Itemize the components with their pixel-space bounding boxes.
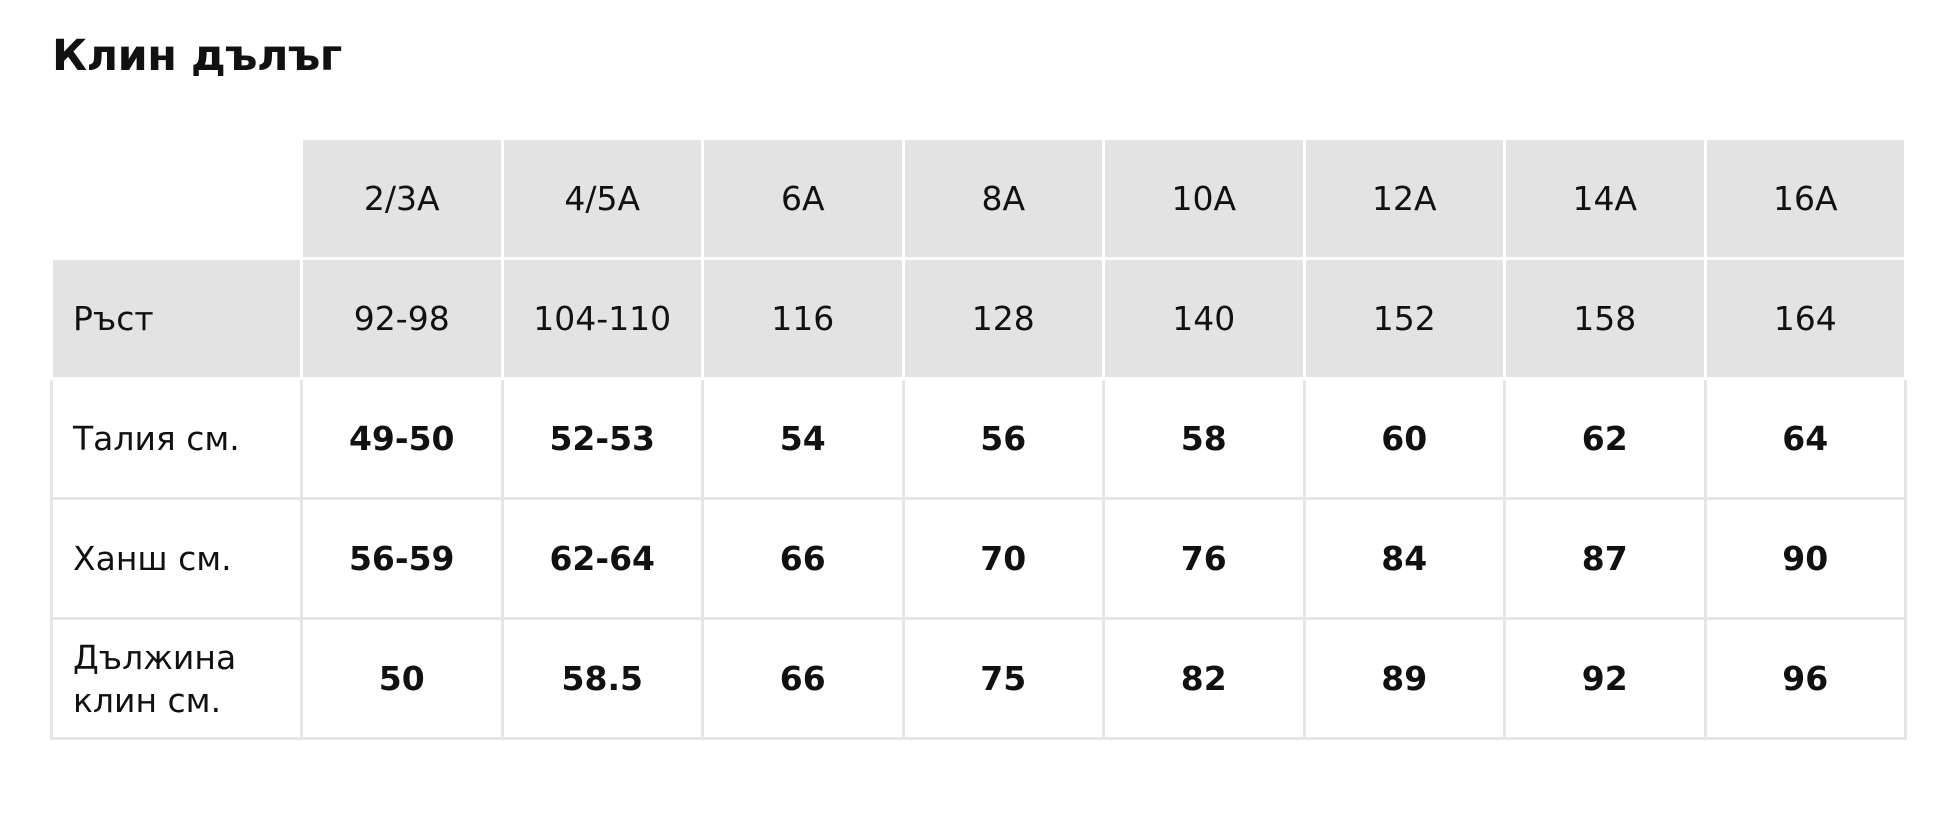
height-cell: 140 <box>1102 257 1306 380</box>
size-header-cell: 16A <box>1703 137 1907 260</box>
page-title: Клин дълъг <box>52 31 342 81</box>
value-cell: 90 <box>1703 497 1907 620</box>
value-cell: 82 <box>1102 617 1306 740</box>
size-header-cell: 10A <box>1102 137 1306 260</box>
height-cell: 92-98 <box>300 257 504 380</box>
value-cell: 64 <box>1703 377 1907 500</box>
value-cell: 96 <box>1703 617 1907 740</box>
height-cell: 164 <box>1703 257 1907 380</box>
row-label-length: Дължина клин см. <box>50 617 303 740</box>
corner-cell <box>51 138 302 259</box>
row-label-line: Дължина <box>73 637 237 677</box>
size-header-cell: 8A <box>901 137 1105 260</box>
value-cell: 58.5 <box>500 617 704 740</box>
value-cell: 84 <box>1302 497 1506 620</box>
table-row: Ханш см. 56-59 62-64 66 70 76 84 87 90 <box>50 497 1907 620</box>
value-cell: 52-53 <box>500 377 704 500</box>
row-label-hips: Ханш см. <box>50 497 303 620</box>
value-cell: 89 <box>1302 617 1506 740</box>
height-cell: 152 <box>1302 257 1506 380</box>
size-header-cell: 14A <box>1503 137 1707 260</box>
value-cell: 62-64 <box>500 497 704 620</box>
row-label-waist: Талия см. <box>50 377 303 500</box>
value-cell: 58 <box>1102 377 1306 500</box>
size-header-cell: 2/3A <box>300 137 504 260</box>
value-cell: 56 <box>901 377 1105 500</box>
value-cell: 56-59 <box>300 497 504 620</box>
table-row: Талия см. 49-50 52-53 54 56 58 60 62 64 <box>50 377 1907 500</box>
height-cell: 116 <box>701 257 905 380</box>
height-cell: 158 <box>1503 257 1707 380</box>
size-header-cell: 4/5A <box>500 137 704 260</box>
size-header-cell: 12A <box>1302 137 1506 260</box>
value-cell: 70 <box>901 497 1105 620</box>
row-label-height: Ръст <box>50 257 303 380</box>
row-label-line: Ханш см. <box>73 539 232 578</box>
value-cell: 92 <box>1503 617 1707 740</box>
value-cell: 87 <box>1503 497 1707 620</box>
size-header-row: 2/3A 4/5A 6A 8A 10A 12A 14A 16A <box>51 137 1907 260</box>
value-cell: 66 <box>701 617 905 740</box>
size-header-cell: 6A <box>701 137 905 260</box>
table-row: Дължина клин см. 50 58.5 66 75 82 89 92 9… <box>50 617 1907 740</box>
height-cell: 104-110 <box>500 257 704 380</box>
value-cell: 66 <box>701 497 905 620</box>
value-cell: 75 <box>901 617 1105 740</box>
height-row: Ръст 92-98 104-110 116 128 140 152 158 1… <box>50 257 1907 380</box>
value-cell: 60 <box>1302 377 1506 500</box>
value-cell: 54 <box>701 377 905 500</box>
height-cell: 128 <box>901 257 1105 380</box>
row-label-line: клин см. <box>73 680 222 720</box>
row-label-line: Талия см. <box>73 419 240 458</box>
value-cell: 76 <box>1102 497 1306 620</box>
value-cell: 49-50 <box>300 377 504 500</box>
value-cell: 62 <box>1503 377 1707 500</box>
size-chart-table: 2/3A 4/5A 6A 8A 10A 12A 14A 16A Ръст 92-… <box>50 137 1907 740</box>
value-cell: 50 <box>300 617 504 740</box>
